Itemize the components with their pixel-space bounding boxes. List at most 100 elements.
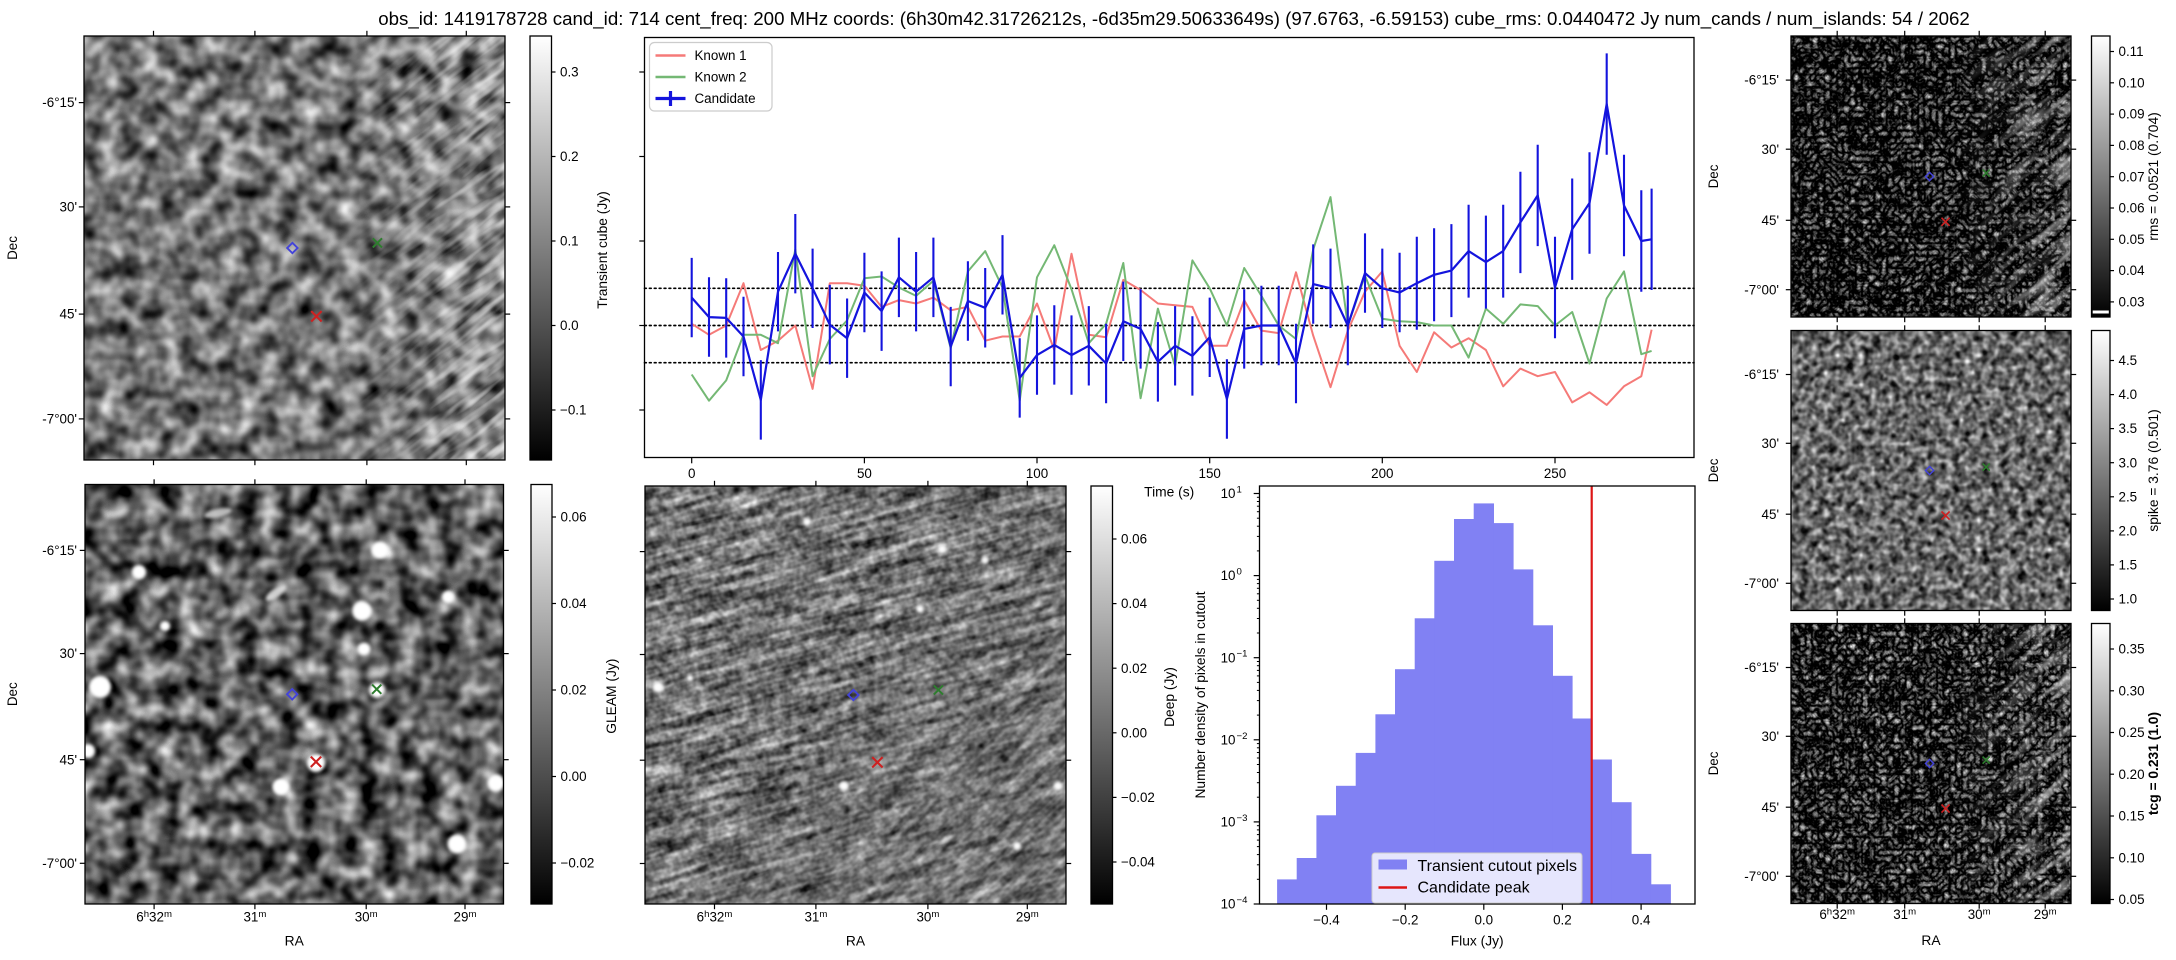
svg-text:Transient cube (Jy): Transient cube (Jy) (595, 191, 610, 309)
svg-text:10: 10 (1221, 897, 1236, 912)
svg-text:-6°15': -6°15' (1744, 73, 1779, 88)
svg-text:6h32m: 6h32m (136, 909, 172, 925)
svg-text:10: 10 (1221, 650, 1236, 665)
svg-text:−0.4: −0.4 (1313, 913, 1340, 928)
svg-text:0: 0 (688, 466, 695, 481)
svg-text:30m: 30m (355, 909, 378, 925)
svg-text:-7°00': -7°00' (1744, 282, 1779, 297)
svg-text:Number density of pixels in cu: Number density of pixels in cutout (1193, 591, 1208, 798)
svg-text:Known 1: Known 1 (695, 48, 747, 63)
svg-text:6h32m: 6h32m (697, 909, 733, 925)
svg-text:10: 10 (1221, 815, 1236, 830)
svg-text:-6°15': -6°15' (1744, 660, 1779, 675)
svg-text:30': 30' (1762, 729, 1779, 744)
svg-text:GLEAM (Jy): GLEAM (Jy) (604, 659, 619, 734)
svg-text:150: 150 (1199, 466, 1221, 481)
svg-text:31m: 31m (243, 909, 266, 925)
svg-text:Dec: Dec (1706, 751, 1721, 775)
svg-text:RA: RA (285, 934, 305, 949)
svg-text:0.25: 0.25 (2119, 725, 2145, 740)
svg-text:-7°00': -7°00' (42, 856, 77, 871)
svg-text:30m: 30m (1968, 906, 1991, 922)
svg-text:-7°00': -7°00' (1744, 576, 1779, 591)
svg-text:Candidate peak: Candidate peak (1418, 880, 1531, 897)
svg-text:−1: −1 (1237, 649, 1248, 660)
svg-text:0.06: 0.06 (2119, 201, 2145, 216)
svg-text:Dec: Dec (5, 682, 20, 706)
svg-text:−0.02: −0.02 (561, 856, 595, 871)
svg-text:250: 250 (1544, 466, 1566, 481)
svg-text:6h32m: 6h32m (1819, 906, 1855, 922)
svg-text:29m: 29m (2034, 906, 2057, 922)
svg-text:−0.04: −0.04 (1121, 855, 1155, 870)
svg-text:50: 50 (857, 466, 872, 481)
svg-text:0.3: 0.3 (560, 65, 579, 80)
svg-text:0.10: 0.10 (2119, 75, 2145, 90)
svg-text:0.07: 0.07 (2119, 169, 2145, 184)
svg-text:3.0: 3.0 (2119, 455, 2138, 470)
svg-text:0.1: 0.1 (560, 234, 579, 249)
svg-text:spike = 3.76 (0.501): spike = 3.76 (0.501) (2146, 409, 2161, 531)
svg-text:RA: RA (1921, 933, 1941, 948)
svg-text:0.04: 0.04 (2119, 263, 2146, 278)
svg-text:45': 45' (1762, 800, 1779, 815)
svg-text:0.00: 0.00 (1121, 725, 1147, 740)
svg-text:-7°00': -7°00' (42, 412, 77, 427)
svg-text:rms = 0.0521 (0.704): rms = 0.0521 (0.704) (2146, 112, 2161, 240)
svg-text:0.06: 0.06 (561, 510, 587, 525)
svg-text:tcg = 0.231 (1.0): tcg = 0.231 (1.0) (2146, 712, 2161, 815)
svg-text:Dec: Dec (1706, 458, 1721, 482)
svg-text:29m: 29m (1016, 909, 1039, 925)
svg-text:Transient cutout pixels: Transient cutout pixels (1418, 858, 1577, 875)
svg-text:0.35: 0.35 (2119, 642, 2145, 657)
svg-text:200: 200 (1371, 466, 1393, 481)
svg-text:−0.02: −0.02 (1121, 790, 1155, 805)
svg-text:0.0: 0.0 (1474, 913, 1493, 928)
svg-text:30': 30' (60, 646, 77, 661)
svg-text:0.09: 0.09 (2119, 107, 2145, 122)
svg-text:0.2: 0.2 (560, 149, 579, 164)
svg-text:-7°00': -7°00' (1744, 869, 1779, 884)
svg-text:0.0: 0.0 (560, 318, 579, 333)
svg-text:30m: 30m (916, 909, 939, 925)
svg-text:0.2: 0.2 (1553, 913, 1572, 928)
svg-text:Deep (Jy): Deep (Jy) (1162, 667, 1177, 727)
svg-text:0.05: 0.05 (2119, 232, 2145, 247)
svg-text:0.02: 0.02 (1121, 661, 1147, 676)
svg-text:45': 45' (1762, 213, 1779, 228)
svg-text:Time (s): Time (s) (1144, 485, 1194, 500)
svg-text:−4: −4 (1237, 895, 1249, 906)
svg-text:3.5: 3.5 (2119, 421, 2138, 436)
svg-text:30': 30' (1762, 142, 1779, 157)
svg-text:29m: 29m (454, 909, 477, 925)
svg-text:0.04: 0.04 (561, 596, 588, 611)
svg-text:−0.1: −0.1 (560, 403, 586, 418)
svg-text:1: 1 (1237, 485, 1242, 496)
svg-text:1.0: 1.0 (2119, 592, 2138, 607)
svg-text:0.20: 0.20 (2119, 767, 2145, 782)
svg-text:-6°15': -6°15' (42, 543, 77, 558)
svg-text:0.05: 0.05 (2119, 892, 2145, 907)
svg-text:0.02: 0.02 (561, 683, 587, 698)
svg-text:0.11: 0.11 (2119, 44, 2144, 59)
svg-text:45': 45' (1762, 507, 1779, 522)
svg-text:−3: −3 (1237, 813, 1248, 824)
svg-text:0.04: 0.04 (1121, 596, 1148, 611)
svg-text:Dec: Dec (1706, 164, 1721, 188)
svg-text:0.00: 0.00 (561, 769, 587, 784)
svg-text:−0.2: −0.2 (1392, 913, 1418, 928)
svg-text:obs_id: 1419178728 cand_id: 71: obs_id: 1419178728 cand_id: 714 cent_fre… (378, 8, 1970, 30)
svg-text:-6°15': -6°15' (42, 95, 77, 110)
svg-text:10: 10 (1221, 568, 1236, 583)
svg-text:0.4: 0.4 (1632, 913, 1651, 928)
svg-text:Known 2: Known 2 (695, 70, 747, 85)
svg-text:0: 0 (1237, 567, 1242, 578)
svg-text:10: 10 (1221, 732, 1236, 747)
svg-text:30': 30' (60, 200, 77, 215)
svg-text:4.5: 4.5 (2119, 353, 2138, 368)
svg-text:1.5: 1.5 (2119, 558, 2138, 573)
svg-text:2.0: 2.0 (2119, 524, 2138, 539)
svg-text:45': 45' (60, 307, 77, 322)
svg-text:10: 10 (1221, 486, 1236, 501)
svg-text:0.15: 0.15 (2119, 809, 2145, 824)
